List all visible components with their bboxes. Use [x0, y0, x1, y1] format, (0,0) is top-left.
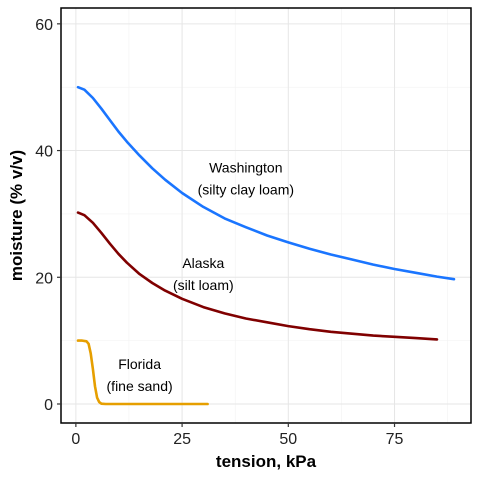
axis-ticks: 0 25 50 75 0 20 40 60: [35, 17, 403, 448]
x-tick-label: 25: [173, 431, 191, 448]
series-line-florida: [76, 339, 209, 406]
annotation-sublabel: (fine sand): [107, 378, 173, 394]
series-line-washington: [76, 85, 456, 281]
y-axis-title: moisture (% v/v): [7, 150, 26, 281]
annotation-label: Florida: [118, 356, 161, 372]
annotation-sublabel: (silt loam): [173, 277, 234, 293]
y-tick-label: 60: [35, 17, 53, 34]
annotation-label: Alaska: [182, 255, 224, 271]
annotation-sublabel: (silty clay loam): [198, 182, 294, 198]
y-tick-label: 40: [35, 144, 53, 161]
series-lines: [76, 85, 456, 406]
y-tick-label: 20: [35, 270, 53, 287]
annotation-label: Washington: [209, 160, 282, 176]
x-axis-title: tension, kPa: [216, 452, 317, 471]
y-tick-label: 0: [44, 397, 53, 414]
x-tick-label: 50: [279, 431, 297, 448]
x-tick-label: 0: [71, 431, 80, 448]
series-line-alaska: [76, 211, 439, 341]
x-tick-label: 75: [386, 431, 404, 448]
plot-border: [60, 7, 472, 424]
annotations: Washington (silty clay loam) Alaska (silt l…: [107, 160, 295, 394]
